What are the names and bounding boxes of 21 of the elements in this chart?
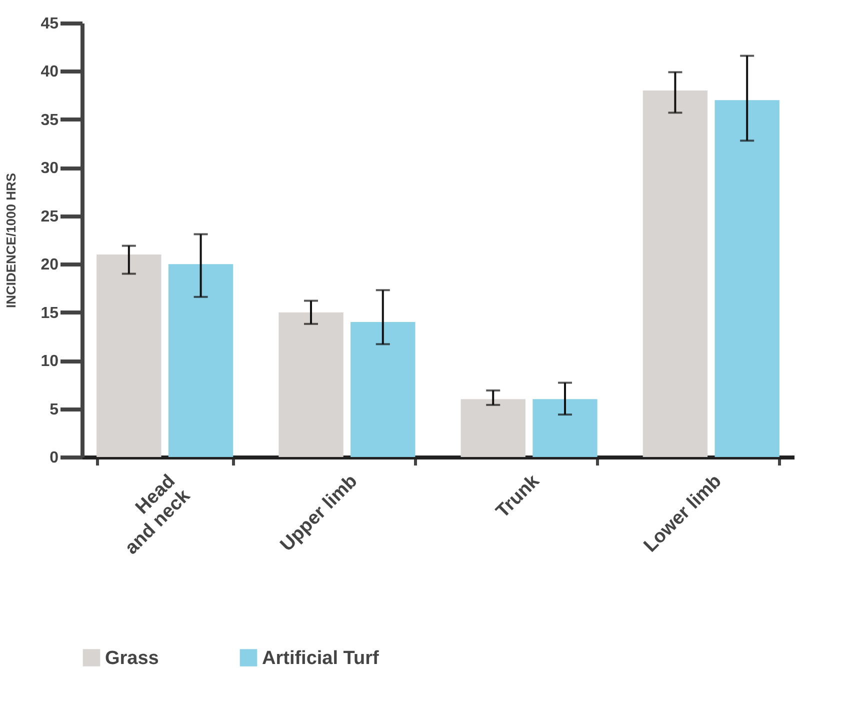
bar bbox=[278, 312, 344, 457]
y-tick-label: 5 bbox=[50, 401, 59, 418]
bar bbox=[642, 90, 708, 457]
bar bbox=[714, 100, 780, 457]
bar bbox=[532, 399, 598, 457]
bar bbox=[96, 254, 162, 457]
y-tick-label: 35 bbox=[40, 112, 59, 129]
y-tick-label: 20 bbox=[40, 256, 59, 274]
y-axis-title: INCIDENCE/1000 HRS bbox=[4, 172, 19, 308]
legend-label: Grass bbox=[105, 648, 159, 669]
bar bbox=[168, 264, 234, 457]
y-tick-label: 0 bbox=[50, 450, 59, 466]
y-tick-label: 10 bbox=[40, 353, 59, 370]
y-tick-label: 15 bbox=[40, 304, 59, 322]
y-tick-label: 45 bbox=[40, 16, 59, 32]
y-tick-label: 30 bbox=[40, 160, 59, 178]
legend-label: Artificial Turf bbox=[262, 648, 380, 669]
y-tick-label: 25 bbox=[40, 208, 59, 226]
y-tick-label: 40 bbox=[40, 64, 59, 81]
bar bbox=[460, 399, 526, 457]
bar bbox=[350, 322, 416, 457]
